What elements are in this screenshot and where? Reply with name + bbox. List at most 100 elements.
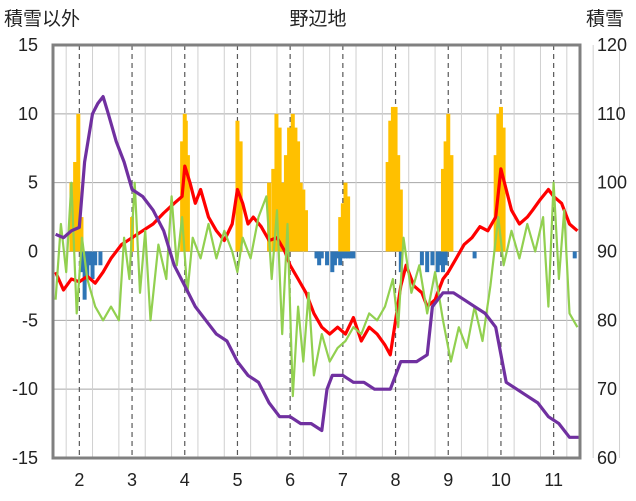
x-tick-label: 2 (74, 470, 84, 490)
bar (440, 168, 445, 252)
bar (271, 168, 276, 252)
y-right-tick-label: 70 (597, 379, 617, 399)
bar (390, 106, 395, 252)
bar (351, 251, 356, 259)
bar (388, 120, 393, 252)
bar (338, 217, 343, 252)
bar (335, 251, 340, 259)
bar (277, 127, 282, 252)
y-left-tick-label: 5 (28, 173, 38, 193)
bar (435, 251, 440, 273)
y-left-tick-label: 10 (18, 104, 38, 124)
bar (69, 182, 74, 252)
bar (314, 251, 319, 259)
bar (183, 120, 188, 252)
bar (317, 251, 322, 266)
bar (267, 182, 272, 252)
bar (419, 251, 424, 266)
bar (332, 251, 337, 266)
bar (319, 251, 324, 259)
bar (325, 251, 330, 266)
plot-frame (51, 43, 582, 460)
tick-labels: 15 10 5 0 -5 -10 -15 120 110 100 90 80 70 60 2 3 4 5 6 7 8 9 1… (12, 35, 627, 490)
bar (501, 127, 506, 252)
bar (76, 113, 81, 252)
bar (443, 251, 448, 266)
bar (287, 127, 292, 252)
bar (440, 251, 445, 273)
bar (93, 251, 98, 266)
x-tick-label: 11 (544, 470, 563, 490)
bar (343, 182, 348, 252)
bar (443, 141, 448, 252)
bar (343, 251, 348, 259)
bar (82, 251, 87, 300)
y-left-tick-label: 0 (28, 242, 38, 262)
series-line (54, 164, 579, 357)
bar (338, 251, 343, 266)
bar (296, 141, 301, 252)
bar (472, 251, 477, 259)
y-right-tick-label: 60 (597, 448, 617, 468)
x-tick-label: 3 (127, 470, 137, 490)
y-left-tick-label: -15 (12, 448, 38, 468)
bar (346, 196, 351, 252)
bar (449, 155, 454, 252)
y-right-tick-label: 120 (597, 35, 627, 55)
x-tick-label: 8 (391, 470, 401, 490)
x-tick-label: 9 (443, 470, 453, 490)
bar (446, 113, 451, 252)
bar (79, 251, 84, 273)
y-right-tick-label: 100 (597, 173, 627, 193)
bar (274, 113, 279, 252)
chart-title: 野辺地 (289, 8, 346, 30)
right-axis-title: 積雪 (586, 8, 624, 30)
x-tick-label: 6 (285, 470, 295, 490)
bar (330, 251, 335, 273)
bar (283, 155, 288, 252)
bar (430, 251, 435, 266)
bar (385, 162, 390, 252)
y-left-tick-label: -5 (22, 310, 38, 330)
series-line (54, 94, 580, 439)
bar (396, 155, 401, 252)
bar (393, 106, 398, 252)
x-tick-label: 7 (338, 470, 348, 490)
bar (290, 113, 295, 252)
y-left-tick-label: 15 (18, 35, 38, 55)
y-right-tick-label: 90 (597, 242, 617, 262)
line-layer (54, 94, 580, 439)
bar (235, 120, 240, 252)
bar (398, 251, 403, 273)
bar (301, 189, 306, 252)
x-tick-label: 4 (180, 470, 190, 490)
bar (348, 251, 353, 259)
bar (98, 251, 103, 266)
y-right-tick-label: 110 (597, 104, 626, 124)
bar (340, 251, 345, 259)
bar (298, 182, 303, 252)
bar (85, 251, 90, 280)
bar (398, 189, 403, 252)
bar (303, 210, 308, 252)
y-right-tick-label: 80 (597, 310, 617, 330)
bar (73, 162, 78, 252)
bar (572, 251, 577, 259)
series-line (54, 181, 579, 398)
y-left-tick-label: -10 (12, 379, 38, 399)
bar (425, 251, 430, 273)
bar (90, 251, 95, 280)
bar (346, 251, 351, 259)
x-tick-label: 10 (491, 470, 511, 490)
bar (438, 251, 443, 266)
left-axis-title: 積雪以外 (4, 8, 80, 30)
bar (185, 155, 190, 252)
grid (53, 44, 621, 459)
bar (340, 203, 345, 252)
bar (79, 217, 84, 252)
bar (280, 182, 285, 252)
x-tick-label: 5 (232, 470, 242, 490)
bar (293, 127, 298, 252)
bar (87, 251, 92, 266)
